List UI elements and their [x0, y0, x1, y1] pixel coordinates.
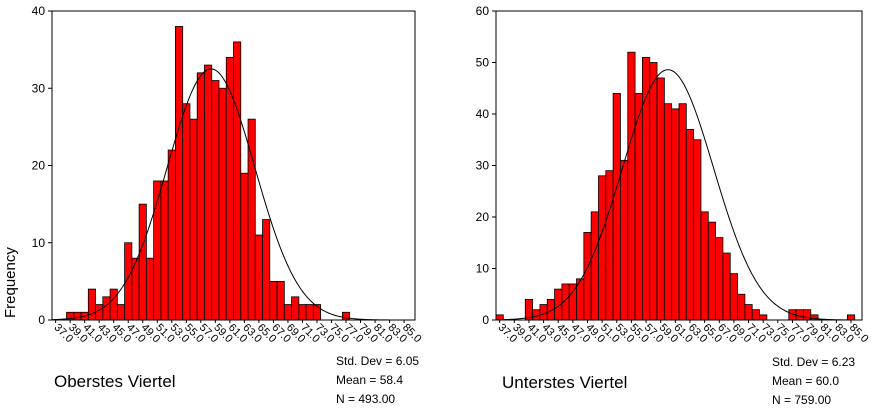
- histogram-bar: [204, 64, 213, 321]
- y-tick-label: 30: [32, 81, 46, 95]
- histogram-bar: [182, 103, 191, 321]
- y-tick-label: 30: [476, 159, 490, 173]
- histogram-bar: [145, 257, 155, 321]
- histogram-bar: [254, 234, 263, 321]
- stat-mean: Mean = 60.0: [772, 374, 840, 388]
- histogram-bar: [612, 93, 621, 321]
- histogram-bar: [291, 296, 300, 321]
- histogram-bar: [663, 103, 673, 321]
- histogram-bar: [240, 172, 249, 321]
- histogram-bar: [583, 232, 592, 321]
- histogram-bar: [305, 304, 314, 321]
- histogram-bar: [233, 41, 242, 321]
- histogram-bar: [620, 159, 629, 321]
- stat-std-dev: Std. Dev = 6.05: [336, 354, 420, 368]
- histogram-bar: [627, 51, 636, 321]
- histogram-bar: [568, 283, 577, 321]
- histogram-bar: [751, 309, 760, 321]
- y-tick-label: 20: [476, 210, 490, 224]
- histogram-bar: [656, 77, 665, 321]
- y-tick-label: 10: [476, 262, 490, 276]
- histogram-bar: [759, 314, 768, 321]
- histogram-bar: [685, 129, 695, 321]
- histogram-bar: [744, 304, 753, 321]
- histogram-bar: [160, 180, 169, 321]
- histogram-bar: [298, 304, 307, 321]
- histogram-bar: [276, 280, 285, 321]
- histogram-bar: [532, 309, 541, 321]
- stats-box-oberstes: Std. Dev = 6.05 Mean = 58.4 N = 493.00: [336, 352, 419, 409]
- chart-panel-oberstes: 01020304037.039.041.043.045.047.049.051.…: [32, 4, 424, 345]
- normal-curve: [495, 69, 862, 321]
- histogram-bar: [95, 304, 104, 321]
- stat-std-dev: Std. Dev = 6.23: [772, 355, 856, 369]
- histogram-bar: [196, 72, 205, 321]
- stat-n: N = 759.00: [772, 393, 832, 407]
- histogram-bar: [737, 293, 746, 321]
- histogram-bar: [73, 311, 82, 321]
- histogram-bar: [729, 273, 738, 321]
- y-tick-label: 40: [476, 107, 490, 121]
- histogram-bar: [138, 203, 147, 321]
- histogram-bar: [109, 288, 118, 321]
- histogram-bar: [700, 211, 709, 321]
- histogram-bar: [598, 175, 607, 321]
- histogram-bar: [175, 26, 184, 321]
- histogram-bar: [116, 304, 125, 321]
- histogram-bar: [211, 80, 220, 321]
- stat-n: N = 493.00: [336, 392, 396, 406]
- histogram-bar: [605, 170, 614, 321]
- histogram-bar: [707, 221, 717, 321]
- histogram-bar: [283, 304, 292, 321]
- histogram-bar: [167, 149, 176, 321]
- y-tick-label: 0: [482, 313, 489, 327]
- chart-title-oberstes: Oberstes Viertel: [54, 372, 176, 391]
- histogram-bar: [590, 211, 599, 321]
- y-tick-label: 0: [38, 313, 45, 327]
- chart-panel-unterstes: 010203040506037.039.041.043.045.047.049.…: [476, 4, 871, 345]
- histogram-bar: [634, 93, 643, 321]
- normal-curve: [51, 68, 415, 321]
- y-axis-label: Frequency: [2, 247, 19, 318]
- histogram-bar: [846, 314, 856, 321]
- stat-mean: Mean = 58.4: [336, 373, 404, 387]
- histogram-bar: [539, 304, 548, 321]
- histogram-bar: [671, 108, 680, 321]
- y-tick-label: 40: [32, 4, 46, 18]
- histogram-bar: [649, 62, 658, 321]
- histogram-bar: [678, 103, 687, 321]
- histogram-bar: [722, 252, 731, 321]
- y-tick-label: 50: [476, 56, 490, 70]
- y-tick-label: 10: [32, 236, 46, 250]
- histogram-bar: [715, 237, 724, 321]
- histogram-bar: [87, 288, 96, 321]
- histogram-bar: [218, 87, 227, 321]
- histogram-bar: [189, 118, 198, 321]
- histogram-bar: [262, 219, 271, 321]
- y-tick-label: 20: [32, 159, 46, 173]
- histogram-bar: [341, 311, 351, 321]
- chart-title-unterstes: Unterstes Viertel: [502, 373, 628, 392]
- histogram-bar: [795, 309, 804, 321]
- histogram-bar: [102, 296, 111, 321]
- histogram-bar: [269, 280, 278, 321]
- histogram-bar: [693, 139, 702, 321]
- stats-box-unterstes: Std. Dev = 6.23 Mean = 60.0 N = 759.00: [772, 353, 855, 410]
- y-tick-label: 60: [476, 4, 490, 18]
